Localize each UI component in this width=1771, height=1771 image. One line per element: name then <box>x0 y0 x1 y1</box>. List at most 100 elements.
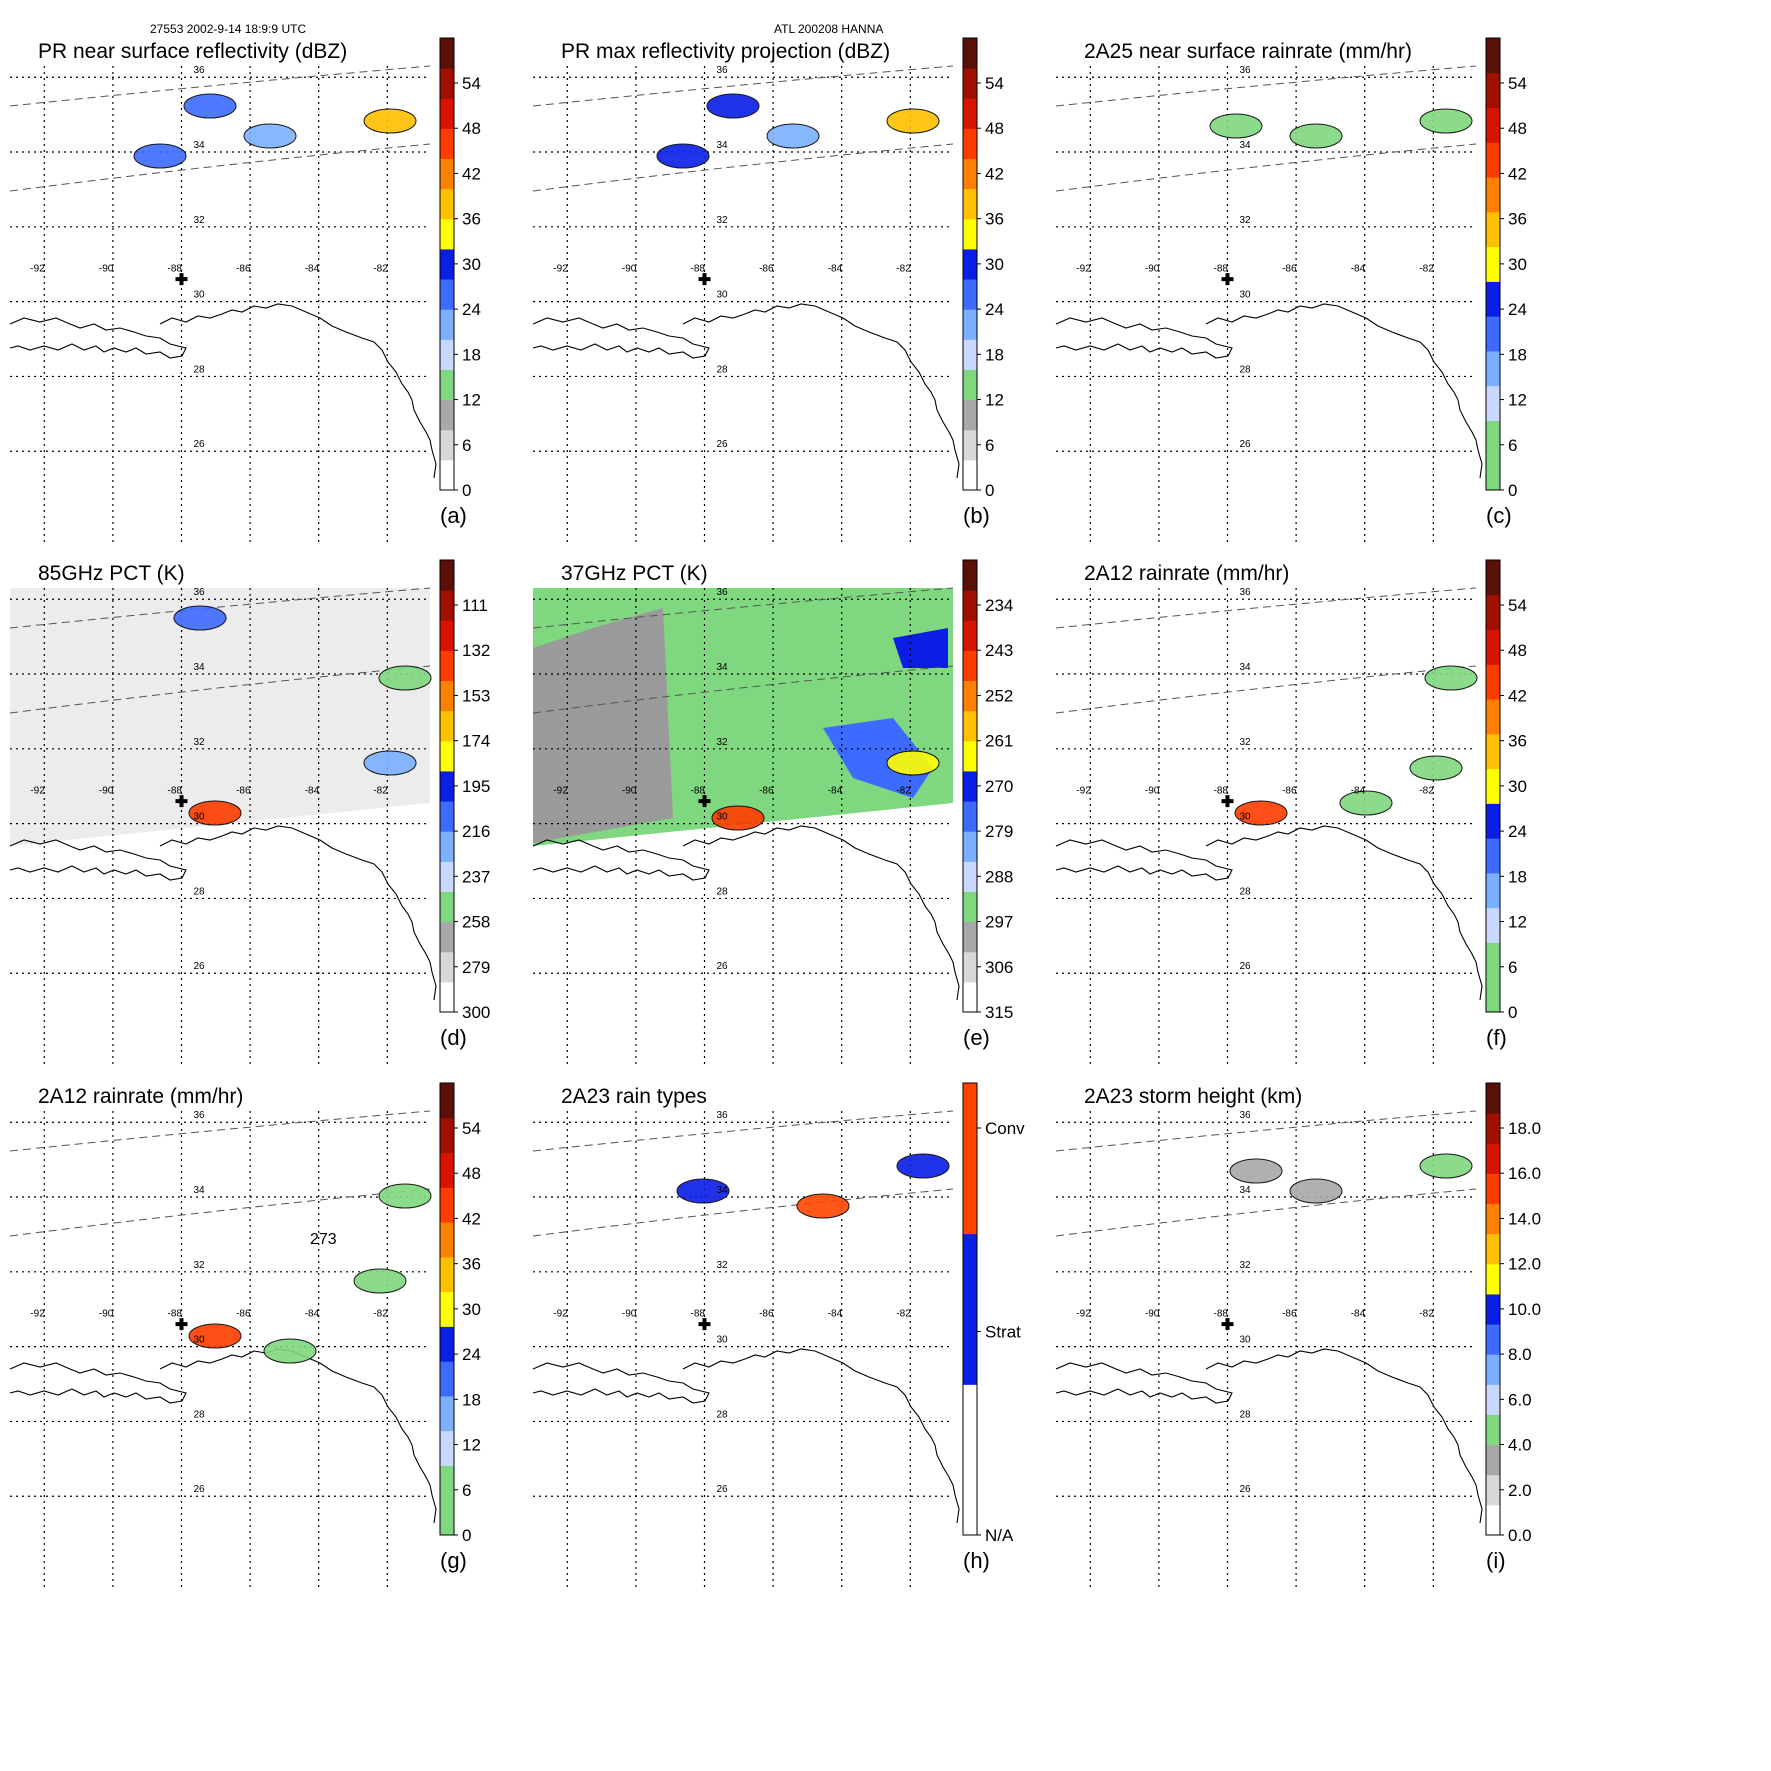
lon-label: -86 <box>236 1309 251 1320</box>
colorbar-segment <box>440 740 454 772</box>
colorbar-label: 42 <box>462 1209 481 1228</box>
lat-label: 28 <box>1240 886 1252 897</box>
lat-label: 26 <box>194 1484 206 1495</box>
colorbar-segment <box>440 710 454 742</box>
colorbar-segment <box>440 1256 454 1293</box>
colorbar-segment <box>440 1083 454 1119</box>
precip-cell <box>188 1323 242 1349</box>
colorbar-segment <box>1486 385 1500 421</box>
lon-label: -86 <box>759 1309 774 1320</box>
panel-title: 37GHz PCT (K) <box>561 562 708 585</box>
swath-edge <box>532 143 954 192</box>
panel-d: 85GHz PCT (K) (d) 36 34 32 30 28 26 -92 -90 -88 -86… <box>9 559 520 1080</box>
lat-label: 26 <box>1240 439 1252 450</box>
coastline <box>532 1348 960 1524</box>
storm-center-marker <box>1221 273 1234 286</box>
swath-edge <box>1055 65 1477 107</box>
lat-label: 26 <box>717 439 729 450</box>
lat-label: 34 <box>194 140 206 151</box>
colorbar-label: 12.0 <box>1508 1255 1541 1274</box>
lon-label: -86 <box>236 264 251 275</box>
colorbar-label: 279 <box>462 958 490 977</box>
colorbar-segment <box>963 951 977 983</box>
colorbar-segment <box>1486 1233 1500 1265</box>
colorbar-label: 54 <box>1508 74 1527 93</box>
panel-title: 2A23 storm height (km) <box>1084 1085 1303 1108</box>
colorbar-label: Conv <box>985 1119 1025 1138</box>
lat-label: 30 <box>194 812 206 823</box>
panel-title: 2A23 rain types <box>561 1085 707 1108</box>
map-f: 36 34 32 30 28 26 -92 -90 -88 -86 -84 -82 0 6 12 18 24 30… <box>1055 559 1527 1068</box>
colorbar-label: 18 <box>1508 867 1527 886</box>
colorbar-segment <box>440 339 454 370</box>
lat-label: 28 <box>194 1409 206 1420</box>
storm-center-marker <box>698 1318 711 1331</box>
panel-g: 2A12 rainrate (mm/hr) (g) 273 36 34 32 30 28 26 -… <box>9 1082 520 1603</box>
lon-label: -92 <box>30 786 45 797</box>
colorbar-segment <box>963 218 977 250</box>
swath-edge <box>9 65 431 107</box>
map-g: 273 36 34 32 30 28 26 -92 -90 -88 -86 -84 -82 0 6 12 18 2… <box>9 1082 481 1591</box>
colorbar-segment <box>1486 1324 1500 1355</box>
colorbar-segment <box>440 369 454 401</box>
swath-edge <box>532 1188 954 1237</box>
colorbar-segment <box>1486 177 1500 213</box>
contour-annotation: 273 <box>310 1231 337 1248</box>
colorbar-label: 48 <box>462 119 481 138</box>
colorbar-label: 30 <box>1508 777 1527 796</box>
lat-label: 34 <box>1240 662 1252 673</box>
panel-label: (h) <box>963 1548 990 1573</box>
lat-label: 34 <box>1240 1185 1252 1196</box>
colorbar-segment <box>1486 1173 1500 1205</box>
swath-edge <box>9 587 431 629</box>
colorbar-segment <box>963 459 977 491</box>
precip-cell <box>363 108 417 134</box>
colorbar-label: 16.0 <box>1508 1164 1541 1183</box>
precip-cell <box>133 143 187 169</box>
lat-label: 28 <box>1240 1409 1252 1420</box>
colorbar-label: 36 <box>1508 732 1527 751</box>
colorbar-label: 36 <box>985 210 1004 229</box>
lat-label: 30 <box>717 1335 729 1346</box>
colorbar: 315 306 297 288 279 270 261 252 243 234 <box>962 559 1013 1022</box>
lat-label: 34 <box>194 662 206 673</box>
lat-label: 32 <box>194 737 206 748</box>
colorbar-segment <box>440 1291 454 1327</box>
colorbar: 0 6 12 18 24 30 36 42 48 54 <box>1485 37 1527 500</box>
cold-region <box>823 718 933 798</box>
lon-label: -92 <box>553 786 568 797</box>
colorbar-segment <box>440 620 454 651</box>
colorbar-segment <box>440 1152 454 1188</box>
coastline <box>9 1348 437 1524</box>
storm-center-marker <box>175 795 188 808</box>
lat-label: 32 <box>1240 1260 1252 1271</box>
colorbar-label: 252 <box>985 686 1013 705</box>
precip-cell <box>243 123 297 149</box>
coastline <box>1055 303 1483 479</box>
precip-cell <box>353 1268 407 1294</box>
colorbar-segment <box>1486 246 1500 282</box>
colorbar-label: 24 <box>462 1345 481 1364</box>
swath-edge <box>9 665 431 714</box>
lon-label: -92 <box>30 1309 45 1320</box>
lat-label: 26 <box>717 961 729 972</box>
colorbar-segment <box>963 680 977 712</box>
colorbar-segment <box>1486 1444 1500 1476</box>
colorbar-label: 18 <box>462 345 481 364</box>
colorbar-segment <box>1486 38 1500 74</box>
lon-label: -88 <box>691 1309 706 1320</box>
colorbar-segment <box>1486 1414 1500 1446</box>
colorbar-segment <box>440 981 454 1013</box>
lon-label: -86 <box>759 264 774 275</box>
colorbar-label: 8.0 <box>1508 1345 1532 1364</box>
lat-label: 32 <box>194 215 206 226</box>
panel-b: PR max reflectivity projection (dBZ) (b) 3… <box>532 37 1043 558</box>
colorbar-label: 6 <box>985 436 994 455</box>
storm-center-marker <box>1221 1318 1234 1331</box>
panel-title: 2A25 near surface rainrate (mm/hr) <box>1084 40 1412 63</box>
precip-cell <box>188 800 242 826</box>
colorbar-segment <box>440 399 454 431</box>
lat-label: 30 <box>1240 290 1252 301</box>
colorbar: N/A Strat Conv <box>962 1082 1025 1545</box>
